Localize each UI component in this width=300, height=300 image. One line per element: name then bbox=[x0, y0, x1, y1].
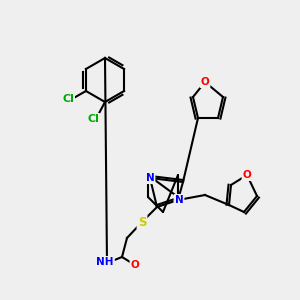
Text: S: S bbox=[138, 215, 146, 229]
Text: O: O bbox=[243, 170, 251, 180]
Text: N: N bbox=[175, 195, 183, 205]
Text: O: O bbox=[130, 260, 140, 270]
Text: O: O bbox=[201, 77, 209, 87]
Text: Cl: Cl bbox=[62, 94, 74, 104]
Text: N: N bbox=[146, 173, 154, 183]
Text: Cl: Cl bbox=[87, 114, 99, 124]
Text: NH: NH bbox=[96, 257, 114, 267]
